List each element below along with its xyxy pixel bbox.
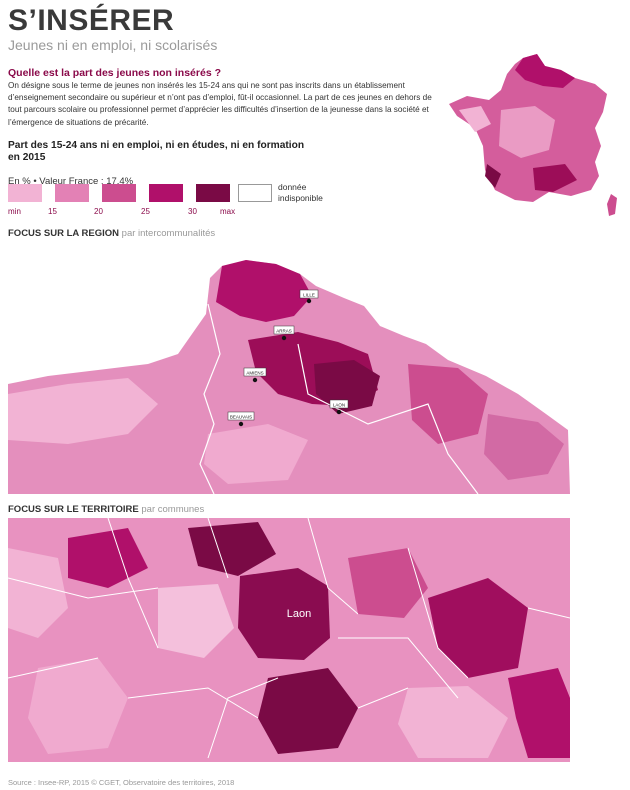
city-marker-lille: LILLE <box>299 289 319 304</box>
city-marker-laon: LAON <box>329 399 349 415</box>
commune-southeast-dark <box>508 668 570 758</box>
legend-title: Part des 15-24 ans ni en emploi, ni en é… <box>8 140 305 163</box>
commune-borders <box>8 518 570 759</box>
page-subtitle: Jeunes ni en emploi, ni scolarisés <box>8 37 218 53</box>
section-territoire-sub: par communes <box>141 504 205 515</box>
region-east-mid <box>408 364 488 444</box>
city-marker-amiens: AMIENS <box>243 367 267 383</box>
legend-tick-max: max <box>220 207 236 216</box>
legend-na-label: donnée indisponible <box>278 182 323 203</box>
region-nord-dark <box>216 260 312 322</box>
region-south-light <box>204 424 308 484</box>
city-label-amiens: AMIENS <box>246 371 263 376</box>
region-west-light <box>8 378 158 444</box>
city-label-arras: ARRAS <box>276 329 292 334</box>
legend-na-swatch <box>238 184 272 202</box>
region-southeast-mid <box>484 414 564 480</box>
region-boundary-2 <box>297 343 479 494</box>
section-territoire-label: FOCUS SUR LE TERRITOIRE <box>8 504 139 515</box>
france-map <box>449 54 617 216</box>
region-map: LILLE ARRAS AMIENS LAON BEAUVAIS <box>8 260 570 494</box>
legend-swatch-5 <box>196 184 230 202</box>
commune-north-dark <box>188 522 276 576</box>
region-boundary <box>199 303 221 494</box>
legend-tick-15: 15 <box>48 207 57 216</box>
legend-tick-25: 25 <box>141 207 150 216</box>
commune-southeast-light <box>398 686 508 758</box>
commune-laon-zone <box>238 568 330 660</box>
legend-swatch-3 <box>102 184 136 202</box>
commune-centre-light <box>158 584 234 658</box>
section-territoire-title: FOCUS SUR LE TERRITOIRE par communes <box>8 504 204 515</box>
intro-question: Quelle est la part des jeunes non inséré… <box>8 67 221 79</box>
section-region-title: FOCUS SUR LA REGION par intercommunalité… <box>8 228 215 239</box>
section-region-sub: par intercommunalités <box>121 228 216 239</box>
legend-swatch-4 <box>149 184 183 202</box>
city-label-laon: LAON <box>333 403 345 408</box>
page-title: S’INSÉRER <box>8 4 175 37</box>
france-south-dark <box>533 164 577 192</box>
city-marker-arras: ARRAS <box>273 325 295 341</box>
corsica <box>607 194 617 216</box>
legend-tick-min: min <box>8 207 21 216</box>
source-note: Source : Insee-RP, 2015 © CGET, Observat… <box>8 778 235 787</box>
france-north-highlight <box>515 54 575 88</box>
section-region-label: FOCUS SUR LA REGION <box>8 228 120 239</box>
legend-swatch-2 <box>55 184 89 202</box>
commune-southwest-light <box>28 658 128 754</box>
commune-east-mid <box>348 548 428 618</box>
city-label-lille: LILLE <box>303 293 315 298</box>
france-southwest-dark <box>485 164 501 188</box>
city-label-beauvais: BEAUVAIS <box>230 415 252 420</box>
territoire-map: Laon <box>8 518 570 762</box>
commune-west-light <box>8 548 68 638</box>
commune-northwest-mid <box>68 528 148 588</box>
legend-unit-note: En % • Valeur France : 17,4% <box>8 176 134 187</box>
france-centre-light <box>499 106 555 158</box>
france-west-light <box>459 106 491 132</box>
commune-label-laon: Laon <box>287 608 311 620</box>
legend-swatch-1 <box>8 184 42 202</box>
intro-text: On désigne sous le terme de jeunes non i… <box>8 81 432 127</box>
legend-tick-30: 30 <box>188 207 197 216</box>
commune-far-east-dark <box>428 578 528 678</box>
commune-south-dark <box>258 668 358 754</box>
legend-tick-20: 20 <box>94 207 103 216</box>
city-marker-beauvais: BEAUVAIS <box>227 411 255 427</box>
